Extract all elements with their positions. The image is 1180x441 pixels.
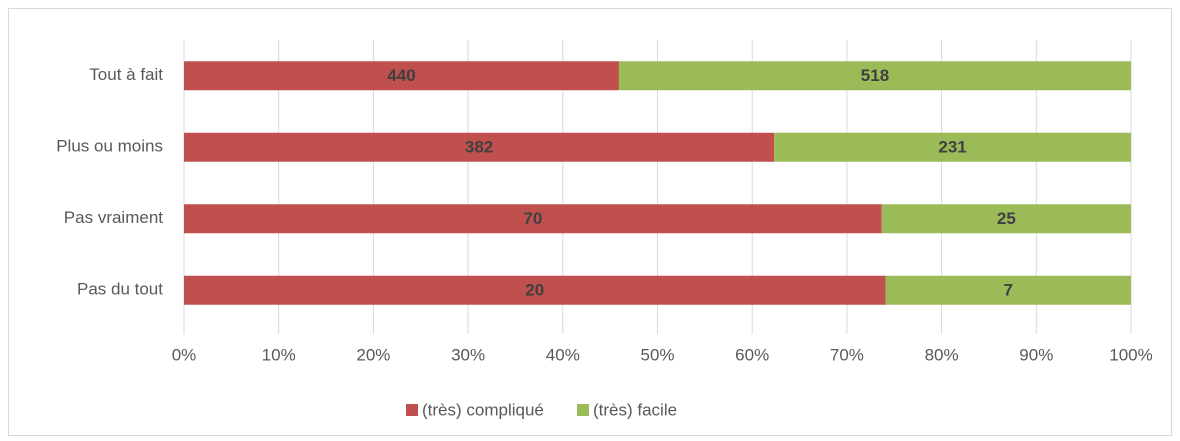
x-tick-label: 20% [356, 345, 390, 364]
legend-swatch [577, 404, 589, 416]
y-tick-label: Plus ou moins [56, 137, 163, 156]
y-tick-label: Pas vraiment [64, 208, 163, 227]
bar-segment [184, 204, 882, 234]
data-label: 440 [387, 66, 415, 85]
legend-label: (très) compliqué [422, 400, 544, 419]
x-tick-label: 40% [546, 345, 580, 364]
y-tick-label: Tout à fait [89, 65, 163, 84]
bar-segment [774, 132, 1131, 162]
x-tick-label: 70% [830, 345, 864, 364]
bar-segment [881, 204, 1131, 234]
data-label: 518 [861, 66, 889, 85]
bar-segment [184, 132, 775, 162]
x-tick-label: 90% [1019, 345, 1053, 364]
bar-segment [184, 275, 886, 305]
bar-segment [618, 61, 1131, 91]
x-tick-label: 50% [640, 345, 674, 364]
legend-label: (très) facile [593, 400, 677, 419]
x-tick-label: 0% [172, 345, 197, 364]
data-label: 20 [525, 281, 544, 300]
bar-segment [885, 275, 1131, 305]
y-tick-label: Pas du tout [77, 280, 163, 299]
x-tick-label: 10% [262, 345, 296, 364]
data-label: 7 [1004, 281, 1013, 300]
bar-segment [184, 61, 619, 91]
x-tick-label: 60% [735, 345, 769, 364]
x-tick-label: 30% [451, 345, 485, 364]
legend-swatch [406, 404, 418, 416]
data-label: 70 [523, 209, 542, 228]
data-label: 25 [997, 209, 1016, 228]
x-tick-label: 100% [1109, 345, 1152, 364]
data-label: 382 [465, 138, 493, 157]
x-tick-label: 80% [925, 345, 959, 364]
data-label: 231 [938, 138, 966, 157]
